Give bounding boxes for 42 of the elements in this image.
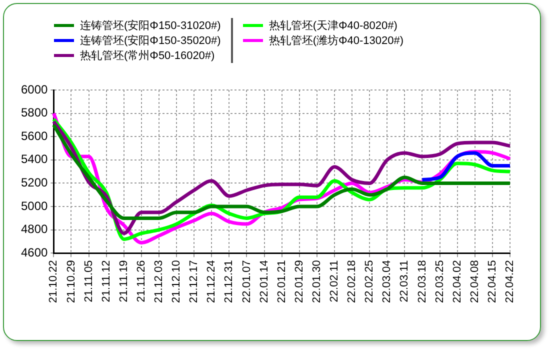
y-tick-label: 5800	[20, 106, 48, 120]
line-series	[52, 123, 512, 220]
x-tick-label: 21.10.29	[65, 260, 78, 304]
legend-label: 连铸管坯(安阳Φ150-31020#)	[80, 18, 221, 33]
y-tick-label: 6000	[20, 82, 48, 96]
x-tick-label: 22.03.04	[381, 260, 394, 304]
x-tick-label: 21.11.26	[135, 260, 148, 302]
x-tick-label: 22.01.30	[310, 260, 323, 304]
x-tick-label: 22.01.21	[276, 260, 288, 304]
x-tick-label: 21.11.12	[100, 260, 112, 302]
x-tick-label: 22.04.22	[504, 260, 516, 304]
legend-label: 连铸管坯(安阳Φ150-35020#)	[80, 34, 221, 48]
x-tick-label: 22.02.11	[328, 260, 341, 302]
x-tick-label: 21.10.22	[48, 260, 60, 304]
x-tick-label: 22.04.08	[468, 260, 481, 304]
x-tick-label: 21.12.31	[223, 260, 236, 304]
x-tick-label: 21.11.05	[82, 260, 95, 302]
x-tick-label: 22.03.11	[398, 260, 411, 302]
x-tick-label: 22.01.29	[293, 260, 306, 304]
x-tick-label: 22.02.18	[346, 260, 358, 304]
y-tick-label: 5600	[20, 128, 48, 143]
x-tick-label: 22.04.02	[451, 260, 464, 304]
legend-label: 热轧管坯(常州Φ50-16020#)	[80, 49, 215, 63]
x-tick-label: 22.02.25	[364, 260, 376, 304]
x-tick-label: 22.01.07	[240, 260, 253, 304]
x-tick-label: 21.12.24	[206, 260, 218, 304]
x-tick-label: 22.04.15	[486, 260, 498, 304]
y-tick-label: 5200	[20, 176, 48, 190]
x-tick-label: 21.11.19	[118, 260, 130, 302]
legend-label: 热轧管坯(天津Φ40-8020#)	[268, 19, 398, 33]
x-tick-label: 22.03.18	[416, 260, 428, 304]
y-tick-label: 4600	[20, 245, 48, 260]
y-tick-label: 4800	[20, 222, 48, 236]
x-tick-label: 22.03.25	[434, 260, 446, 304]
y-tick-label: 5000	[20, 198, 48, 213]
x-tick-label: 22.01.14	[258, 260, 270, 304]
x-tick-label: 21.12.17	[188, 260, 200, 304]
legend-label: 热轧管坯(潍坊Φ40-13020#)	[268, 34, 404, 48]
x-tick-label: 21.12.03	[153, 260, 166, 304]
x-tick-label: 21.12.10	[170, 260, 183, 304]
y-tick-label: 5400	[20, 152, 48, 166]
line-series	[420, 151, 512, 182]
